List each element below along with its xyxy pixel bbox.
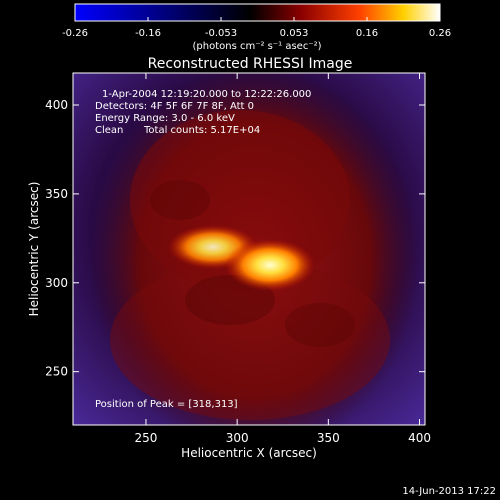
peak-source	[225, 239, 315, 291]
plot-frame	[72, 72, 426, 426]
y-axis-label: Heliocentric Y (arcsec)	[27, 182, 41, 317]
x-axis-label: Heliocentric X (arcsec)	[181, 446, 317, 460]
colorbar	[74, 3, 441, 22]
colorbar-tick-label: 0.26	[429, 28, 451, 39]
energy-text: Energy Range: 3.0 - 6.0 keV	[95, 113, 235, 124]
y-tick-label: 300	[45, 276, 68, 290]
colorbar-tick-label: -0.26	[62, 28, 88, 39]
colorbar-tick-label: -0.16	[135, 28, 161, 39]
x-tick-label: 350	[317, 431, 340, 445]
colorbar-tick-label: 0.053	[280, 28, 309, 39]
x-axis-ticks: 250 300 350 400	[135, 73, 431, 445]
total-counts-text: Total counts: 5.17E+04	[143, 125, 260, 136]
y-tick-label: 350	[45, 187, 68, 201]
clean-text: Clean	[95, 125, 123, 136]
y-axis-ticks: 250 300 350 400	[45, 98, 425, 379]
y-tick-label: 400	[45, 98, 68, 112]
heatmap-image	[73, 73, 425, 425]
time-range-text: 1-Apr-2004 12:19:20.000 to 12:22:26.000	[102, 89, 311, 100]
y-tick-label: 250	[45, 365, 68, 379]
colorbar-ticks: -0.26 -0.16 -0.053 0.053 0.16 0.26	[62, 17, 451, 39]
colorbar-unit-label: (photons cm⁻² s⁻¹ asec⁻²)	[192, 41, 321, 52]
x-tick-label: 300	[226, 431, 249, 445]
detectors-text: Detectors: 4F 5F 6F 7F 8F, Att 0	[95, 101, 254, 112]
x-tick-label: 250	[135, 431, 158, 445]
chart-title: Reconstructed RHESSI Image	[148, 56, 353, 72]
x-tick-label: 400	[408, 431, 431, 445]
peak-position-text: Position of Peak = [318,313]	[95, 399, 238, 410]
colorbar-tick-label: 0.16	[356, 28, 378, 39]
footer-date: 14-Jun-2013 17:22	[402, 486, 496, 497]
colorbar-tick-label: -0.053	[205, 28, 237, 39]
